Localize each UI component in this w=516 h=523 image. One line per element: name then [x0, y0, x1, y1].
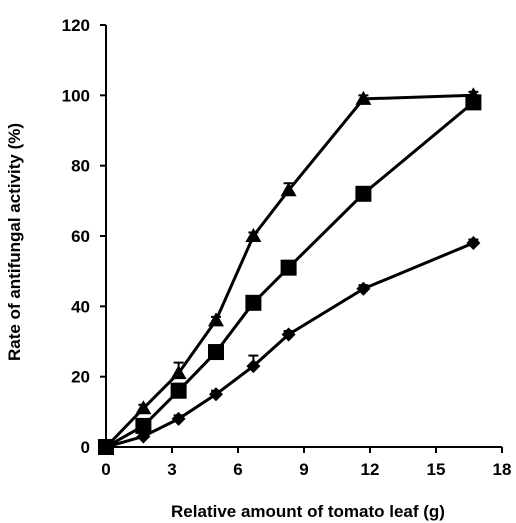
- y-tick-label: 120: [62, 16, 90, 35]
- x-tick-label: 18: [493, 460, 512, 479]
- data-point: [136, 429, 151, 444]
- series-square: [98, 94, 482, 455]
- x-tick-label: 3: [167, 460, 176, 479]
- x-tick-label: 15: [427, 460, 446, 479]
- series-layer: [98, 87, 482, 455]
- series-line: [105, 241, 474, 449]
- data-point: [135, 417, 152, 434]
- x-axis-title: Relative amount of tomato leaf (g): [171, 502, 445, 521]
- data-point: [465, 94, 482, 111]
- y-tick-label: 80: [71, 157, 90, 176]
- series-diamond: [99, 236, 481, 454]
- series-line: [104, 93, 474, 449]
- data-point: [208, 344, 224, 361]
- axes: 0 20 40 60 80 100 120 0 3 6 9 12 15 18: [62, 16, 512, 479]
- y-tick-label: 40: [71, 297, 90, 316]
- y-tick-label: 20: [71, 368, 90, 387]
- y-axis-title: Rate of antifungal activity (%): [5, 123, 24, 361]
- data-point: [209, 387, 223, 402]
- x-tick-label: 6: [233, 460, 242, 479]
- data-point: [281, 327, 296, 342]
- data-point: [355, 90, 372, 105]
- x-tick-label: 9: [299, 460, 308, 479]
- data-point: [280, 182, 297, 197]
- data-point: [208, 312, 224, 327]
- x-tick-label: 12: [361, 460, 380, 479]
- data-point: [280, 259, 297, 276]
- data-point: [356, 281, 371, 296]
- data-point: [170, 382, 187, 399]
- data-point: [245, 228, 262, 242]
- data-point: [355, 185, 372, 202]
- y-tick-label: 100: [62, 86, 90, 105]
- data-point: [170, 365, 187, 380]
- data-point: [99, 440, 113, 454]
- y-tick-label: 0: [81, 438, 90, 457]
- data-point: [245, 294, 262, 311]
- y-tick-label: 60: [71, 227, 90, 246]
- data-point: [135, 400, 152, 415]
- data-point: [466, 236, 481, 251]
- data-point: [171, 411, 186, 426]
- data-point: [246, 359, 261, 374]
- x-tick-label: 0: [101, 460, 110, 479]
